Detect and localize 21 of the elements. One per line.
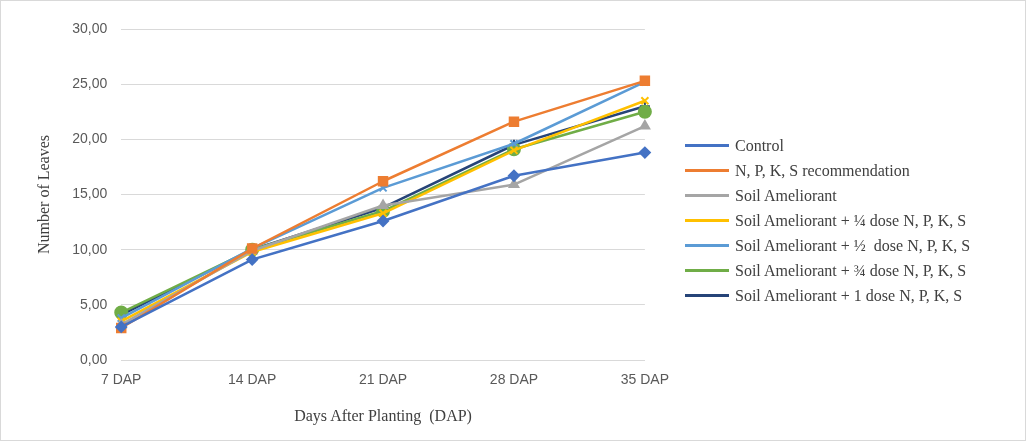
legend-label: Soil Ameliorant + ¼ dose N, P, K, S (735, 211, 967, 230)
y-tick-label: 5,00 (79, 295, 108, 312)
y-tick-label: 25,00 (72, 75, 108, 92)
y-tick-label: 15,00 (72, 185, 108, 202)
x-axis-title: Days After Planting (DAP) (294, 406, 472, 425)
y-tick-label: 0,00 (79, 350, 108, 367)
x-tick-label: 14 DAP (228, 371, 277, 388)
legend-label: Control (735, 136, 784, 155)
x-tick-label: 28 DAP (489, 371, 539, 388)
legend-label: Soil Ameliorant (735, 186, 837, 205)
y-tick-label: 30,00 (72, 19, 108, 36)
x-tick-label: 35 DAP (620, 371, 669, 388)
legend-label: Soil Ameliorant + ¾ dose N, P, K, S (735, 261, 967, 280)
x-tick-label: 21 DAP (358, 371, 408, 388)
legend-label: N, P, K, S recommendation (735, 161, 910, 180)
legend-label: Soil Ameliorant + 1 dose N, P, K, S (735, 286, 963, 305)
y-tick-label: 10,00 (72, 240, 108, 257)
legend-label: Soil Ameliorant + ½ dose N, P, K, S (735, 236, 971, 255)
x-tick-label: 7 DAP (101, 371, 142, 388)
y-tick-label: 20,00 (72, 130, 108, 147)
y-axis-title: Number of Leaves (34, 134, 52, 255)
